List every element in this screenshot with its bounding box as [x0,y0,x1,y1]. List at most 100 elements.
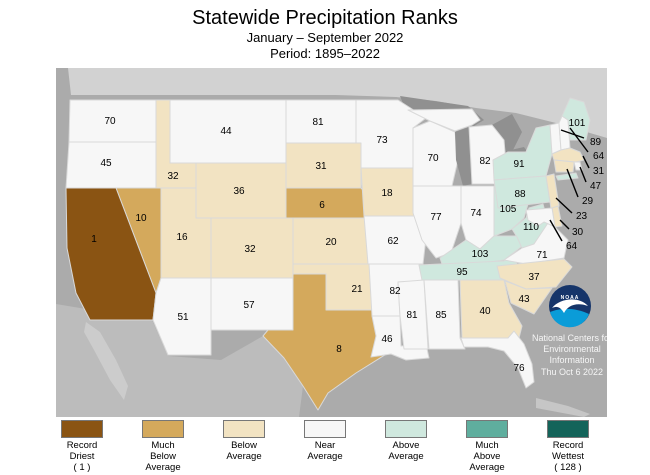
lake-huron [490,114,522,164]
legend-label: Near [314,440,336,451]
rank-MD: 64 [566,241,578,252]
legend-label: Average [388,451,424,462]
map-svg: 70 45 1 10 32 44 36 16 32 51 57 81 31 6 … [56,68,612,417]
legend-item-much-below: Much Below Average [126,420,200,473]
legend-label: Record [66,440,98,451]
state-TX [262,273,395,411]
rank-MS: 81 [406,310,418,321]
legend-item-near: Near Average [288,420,362,473]
rank-UT: 16 [176,232,188,243]
callout-line-DE [559,219,570,230]
rank-CO: 32 [244,244,256,255]
rank-ID: 32 [167,171,179,182]
callout-line-NJ [555,197,573,214]
legend-label: Average [145,462,181,473]
callout-line-VT [560,129,585,139]
credit-date: Thu Oct 6 2022 [541,367,603,377]
rank-WA: 70 [104,116,116,127]
callout-line-MD [549,219,563,242]
rank-OK: 21 [351,284,363,295]
legend-label: Driest [69,451,95,462]
legend-label: Average [307,451,343,462]
credit-line-1: National Centers for [532,333,607,343]
rank-MN: 73 [376,135,388,146]
rank-WI: 70 [427,153,439,164]
legend-label: Below [231,440,257,451]
baja-peninsula [84,322,128,400]
rank-OR: 45 [100,158,112,169]
map-header: Statewide Precipitation Ranks January – … [0,0,650,62]
rank-VA: 71 [536,250,548,261]
noaa-bird-icon [552,299,588,313]
caribbean-islands [536,398,590,417]
rank-WV: 110 [523,222,539,233]
callout-line-RI [579,166,587,183]
state-SC [504,280,553,315]
rank-NH: 64 [593,151,605,162]
rank-VT: 89 [590,137,602,148]
rank-CT: 29 [582,196,594,207]
canada-landmass [56,68,607,138]
rank-PA: 88 [514,189,526,200]
state-MO [363,215,427,265]
rank-MA: 31 [593,166,605,177]
page-subtitle: January – September 2022 [246,30,404,45]
legend-item-much-above: Much Above Average [450,420,524,473]
legend-item-below: Below Average [207,420,281,473]
rank-TX: 8 [336,344,342,355]
legend-label: Wettest [551,451,585,462]
state-CA [65,187,157,321]
rank-IL: 77 [430,212,442,223]
callout-line-NH [569,127,589,153]
rank-OH: 105 [500,204,517,215]
legend-swatch-above [385,420,427,438]
rank-IN: 74 [470,208,482,219]
legend-item-record-wettest: Record Wettest ( 128 ) [531,420,605,473]
state-NC [496,258,573,290]
legend-label: Average [226,451,262,462]
page-period: Period: 1895–2022 [270,46,380,61]
state-FL [460,330,535,389]
legend-label: Much [475,440,499,451]
rank-NV: 10 [135,213,147,224]
legend-label: ( 1 ) [73,462,91,473]
rank-KY: 103 [472,249,489,260]
rank-CA: 1 [91,234,97,245]
legend-item-above: Above Average [369,420,443,473]
rank-AR: 82 [389,286,401,297]
legend-swatch-below [223,420,265,438]
legend-label: Much [151,440,175,451]
rank-NY: 91 [513,159,525,170]
rank-DE: 30 [572,227,584,238]
legend-label: Above [473,451,501,462]
rank-GA: 40 [479,306,491,317]
rank-AZ: 51 [177,312,189,323]
rank-LA: 46 [381,334,393,345]
noaa-logo-text: NOAA [561,295,580,301]
rank-SC: 43 [518,294,530,305]
rank-TN: 95 [456,267,468,278]
rank-NJ: 23 [576,211,588,222]
rank-MO: 62 [387,236,399,247]
lake-michigan [455,127,472,186]
legend-swatch-much-above [466,420,508,438]
state-MS [397,279,429,350]
rank-NC: 37 [528,272,540,283]
state-NE [285,187,373,219]
map-legend: Record Driest ( 1 ) Much Below Average B… [45,420,605,473]
legend-swatch-record-driest [61,420,103,438]
legend-label: Record [552,440,584,451]
callout-line-MA [582,155,590,169]
credit-line-3: Information [549,355,594,365]
callout-line-CT [566,168,579,198]
state-CT [553,159,575,173]
page-title: Statewide Precipitation Ranks [192,7,458,29]
rank-WY: 36 [233,186,245,197]
legend-label: ( 128 ) [554,462,582,473]
credit-line-2: Environmental [543,344,601,354]
rank-NE: 6 [319,200,325,211]
noaa-logo: NOAA [549,285,591,328]
rank-IA: 18 [381,188,393,199]
legend-swatch-much-below [142,420,184,438]
